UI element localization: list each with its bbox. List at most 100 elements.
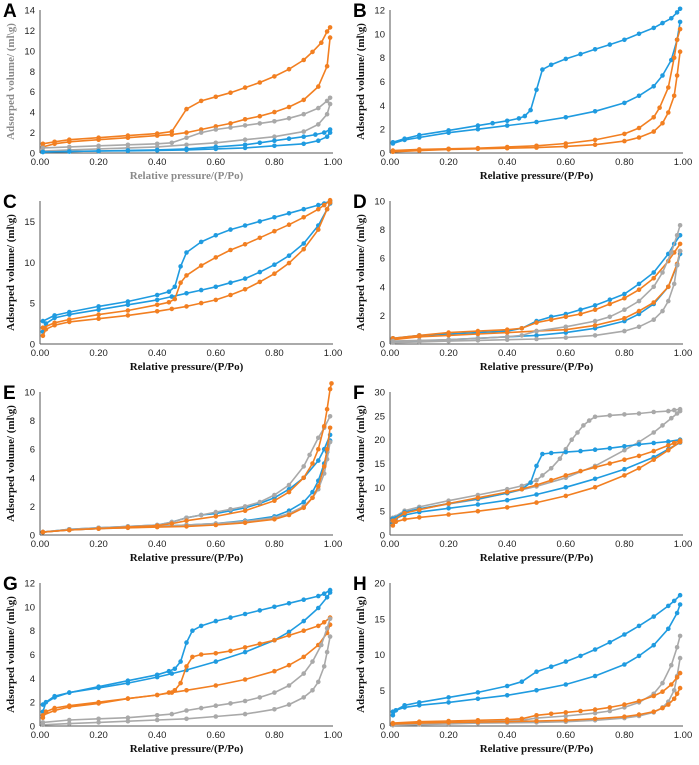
panel-letter: G [3, 574, 18, 595]
data-point-blue [178, 264, 183, 269]
data-point-blue [316, 202, 321, 208]
data-point-gray [169, 140, 175, 146]
data-point-orange [301, 215, 307, 220]
data-point-blue [257, 140, 263, 146]
y-tick-label: 6 [380, 254, 385, 265]
data-point-blue [286, 211, 292, 216]
data-point-blue [674, 10, 680, 15]
data-point-blue [257, 219, 263, 224]
data-point-orange [286, 222, 292, 227]
data-point-orange [636, 466, 642, 471]
data-point-gray [390, 338, 396, 344]
data-point-orange [272, 668, 277, 674]
data-point-orange [242, 508, 248, 513]
data-point-gray [534, 336, 539, 342]
x-tick-label: 0.40 [148, 157, 167, 168]
data-point-blue [519, 679, 525, 684]
data-point-orange [228, 247, 233, 253]
data-point-orange [321, 202, 327, 208]
data-point-blue [528, 107, 533, 113]
data-point-blue [516, 116, 522, 121]
data-point-orange [660, 705, 665, 711]
y-tick-label: 15 [24, 217, 35, 228]
data-point-orange [310, 461, 315, 466]
data-point-blue [310, 489, 315, 495]
data-point-blue [52, 313, 57, 318]
data-point-blue [324, 134, 330, 139]
data-point-blue [592, 109, 598, 114]
data-point-blue [636, 623, 642, 629]
data-point-gray [548, 466, 554, 471]
data-point-blue [184, 640, 189, 645]
panel-d: D 0.00 0.20 0.40 0.60 0.80 1.00 0 2 4 6 8 10 Relative… [350, 191, 699, 382]
data-point-orange [228, 90, 233, 95]
data-point-gray [636, 298, 642, 304]
y-tick-label: 20 [374, 435, 385, 446]
x-tick-label: 0.00 [31, 348, 50, 359]
data-point-gray [286, 482, 292, 488]
data-point-gray [40, 720, 46, 725]
data-point-orange [651, 275, 656, 281]
data-point-orange [184, 664, 189, 669]
data-point-orange [519, 716, 525, 722]
x-tick-label: 0.80 [265, 157, 284, 168]
panel-e: E 0.00 0.20 0.40 0.60 0.80 1.00 0 2 4 6 8 10 Relative… [0, 381, 349, 573]
x-tick-label: 0.40 [498, 730, 517, 741]
data-point-blue [578, 51, 583, 57]
data-point-orange [125, 308, 131, 313]
panel-g: G 0.00 0.20 0.40 0.60 0.80 1.00 0 2 4 6 8 10 12 Relati… [0, 573, 349, 764]
data-point-blue [52, 695, 57, 700]
series-line-blue-adsorption [392, 253, 681, 343]
data-point-gray [327, 95, 333, 101]
data-point-gray [286, 702, 292, 707]
data-point-orange [504, 505, 510, 510]
data-point-blue [67, 690, 72, 695]
panel-f-chart: F 0.00 0.20 0.40 0.60 0.80 1.00 0 5 10 15 20 25 30 Rel… [353, 383, 692, 564]
y-tick-label: 15 [374, 459, 385, 470]
data-point-blue [563, 56, 569, 62]
data-point-orange [622, 457, 627, 462]
data-point-blue [622, 291, 627, 297]
series-line-blue-adsorption [392, 21, 681, 145]
x-tick-label: 1.00 [324, 539, 343, 550]
data-point-orange [519, 486, 525, 492]
y-tick-label: 14 [24, 6, 35, 17]
data-point-orange [563, 141, 569, 146]
data-point-orange [272, 271, 277, 276]
data-point-blue [622, 662, 627, 667]
series-line-gray-desorption [42, 97, 331, 149]
data-point-gray [272, 134, 277, 139]
data-point-gray [324, 649, 330, 655]
data-point-blue [166, 668, 172, 674]
data-point-blue [301, 499, 307, 505]
data-point-blue [213, 284, 219, 290]
series-line-blue-adsorption [392, 604, 681, 716]
y-tick-label: 10 [24, 388, 35, 399]
y-tick-label: 10 [374, 650, 385, 661]
data-point-blue [301, 618, 307, 624]
data-point-gray [242, 711, 248, 717]
data-point-blue [522, 113, 528, 119]
data-point-blue [178, 659, 183, 664]
data-point-blue [540, 67, 545, 72]
y-axis-title: Adsorped volume/ (ml\g) [5, 596, 17, 713]
data-point-gray [257, 499, 263, 505]
y-tick-label: 4 [380, 101, 385, 112]
data-point-blue [242, 223, 248, 228]
data-point-orange [52, 708, 57, 713]
data-point-orange [666, 110, 671, 115]
data-point-orange [622, 473, 627, 478]
data-point-blue [563, 485, 569, 490]
y-tick-label: 30 [374, 388, 385, 399]
data-point-orange [228, 292, 233, 298]
data-point-gray [198, 512, 204, 518]
data-point-orange [475, 718, 481, 723]
y-tick-label: 20 [374, 579, 385, 590]
data-point-orange [154, 523, 160, 528]
data-point-blue [622, 632, 627, 637]
panel-a-chart: A 0.00 0.20 0.40 0.60 0.80 1.00 0 2 4 6 8 10 12 14 Rela… [3, 1, 342, 182]
y-tick-label: 10 [24, 602, 35, 613]
data-point-orange [563, 710, 569, 715]
data-point-orange [272, 517, 277, 522]
data-point-blue [592, 303, 598, 308]
